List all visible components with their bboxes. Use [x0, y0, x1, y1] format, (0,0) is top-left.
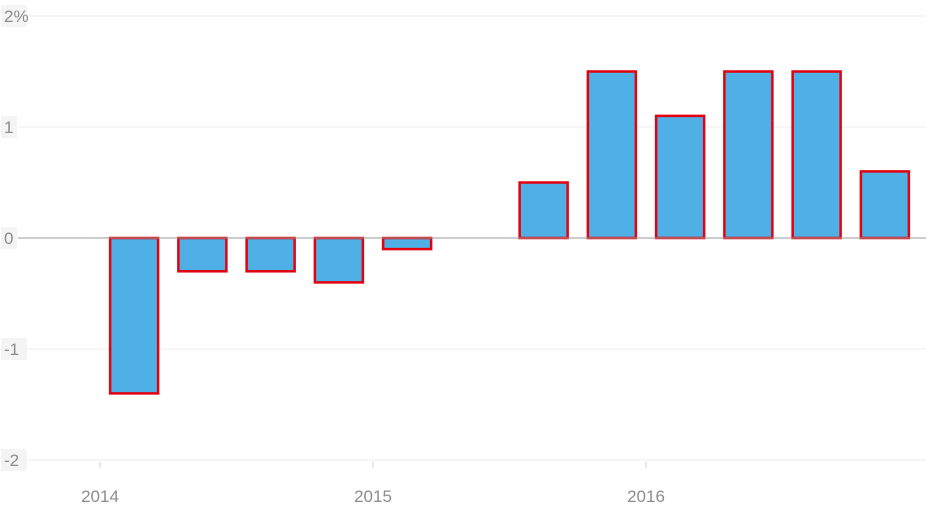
y-tick-neg1: -1: [1, 338, 27, 360]
y-tick-0: 0: [1, 227, 17, 249]
bar-2014-q4: [313, 236, 365, 284]
y-tick-label: 1: [4, 118, 13, 137]
y-tick-label-bg: [1, 227, 17, 249]
y-axis-labels: 2% 1 0 -1 -2: [1, 5, 29, 471]
y-tick-1: 1: [1, 116, 17, 138]
x-tick-label-2016: 2016: [627, 487, 665, 506]
y-tick-neg2: -2: [1, 449, 27, 471]
y-tick-label-bg: [1, 449, 27, 471]
bar-2014-q3: [245, 236, 296, 273]
y-tick-label-bg: [1, 338, 27, 360]
bar-2016-q1: [654, 114, 706, 240]
x-tick-label-2014: 2014: [81, 487, 119, 506]
y-tick-label-bg: [1, 5, 27, 27]
x-tick-label-2015: 2015: [354, 487, 392, 506]
bar-2014-q2: [177, 236, 228, 273]
bars-layer: [108, 70, 911, 395]
y-tick-2: 2%: [1, 5, 29, 27]
bar-2014-q1: [108, 236, 160, 395]
grid-layer: [18, 15, 926, 461]
y-tick-label: -2: [4, 451, 19, 470]
bar-2015-q4: [586, 70, 638, 240]
y-tick-label: 0: [4, 229, 13, 248]
bar-2015-q1: [381, 236, 433, 251]
bar-2016-q4: [859, 170, 911, 240]
bar-2016-q3: [791, 70, 842, 240]
y-tick-label-bg: [1, 116, 17, 138]
bar-2016-q2: [723, 70, 774, 240]
x-axis-labels: 2014 2015 2016: [81, 462, 665, 506]
y-tick-label: -1: [4, 340, 19, 359]
bar-2015-q3: [518, 181, 569, 240]
y-tick-label: 2%: [4, 7, 29, 26]
